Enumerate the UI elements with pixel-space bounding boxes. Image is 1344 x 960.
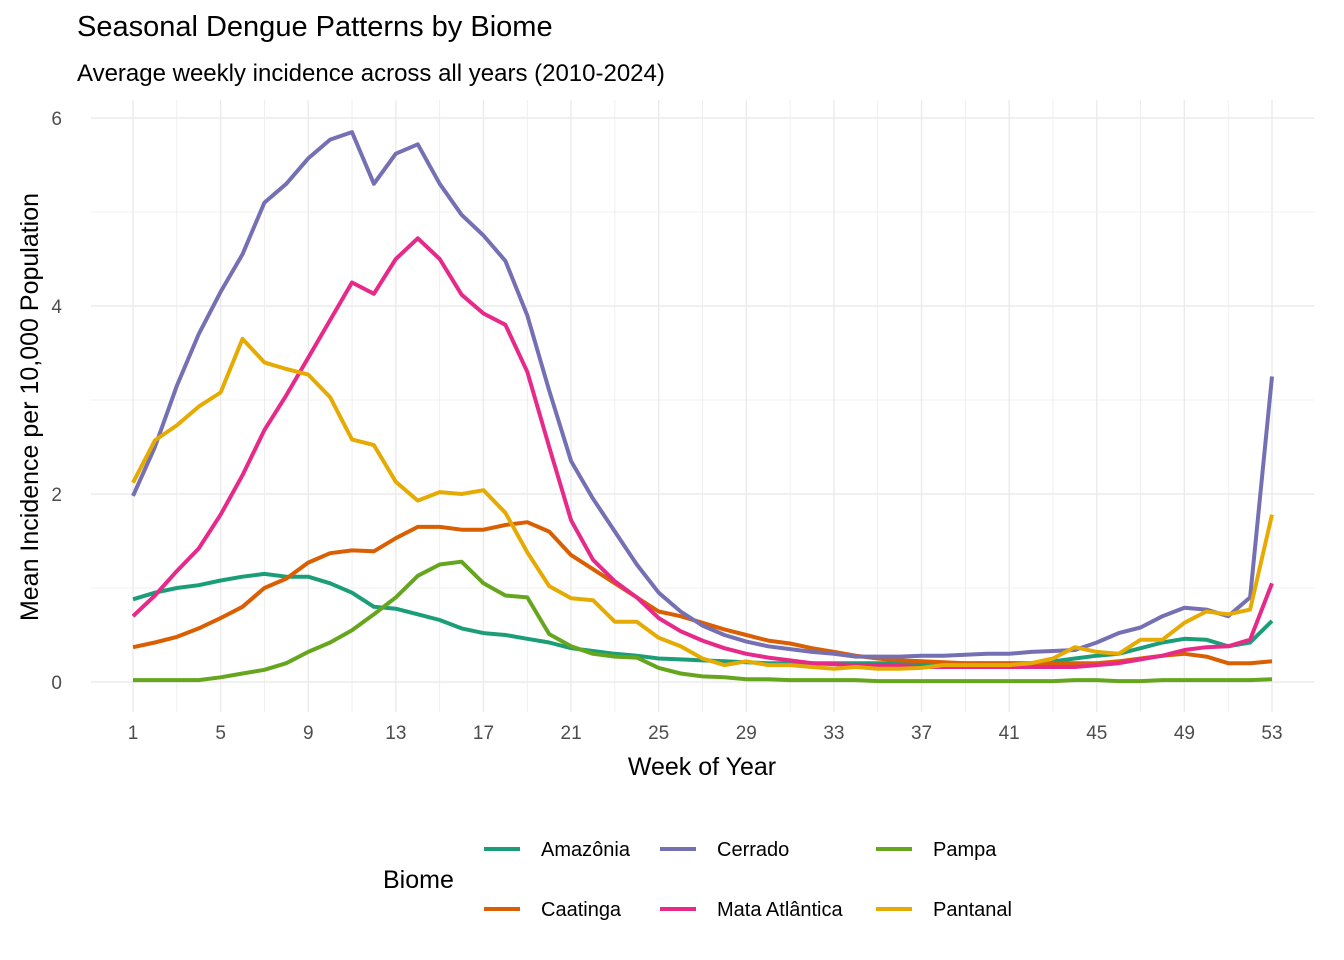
chart-title: Seasonal Dengue Patterns by Biome [77, 11, 553, 43]
grid [91, 100, 1314, 712]
legend-title: Biome [383, 866, 454, 894]
x-tick-label: 17 [473, 723, 494, 744]
y-tick-label: 0 [51, 673, 62, 694]
legend-item-mata-atlantica: Mata Atlântica [660, 899, 844, 921]
x-tick-label: 9 [303, 723, 314, 744]
legend-label: Pantanal [933, 899, 1012, 921]
legend-item-caatinga: Caatinga [484, 899, 622, 921]
series-line-pampa [133, 559, 1273, 684]
series-line-pantanal [131, 336, 1274, 671]
y-tick-label: 6 [51, 109, 62, 130]
series-lines [131, 130, 1274, 684]
legend-item-amazonia: Amazônia [484, 839, 631, 861]
x-tick-label: 41 [999, 723, 1020, 744]
x-tick-label: 1 [128, 723, 139, 744]
x-tick-label: 53 [1261, 723, 1282, 744]
x-tick-label: 5 [215, 723, 226, 744]
legend: Biome Amazônia Caatinga Cerrado Mata Atlânt… [383, 839, 1012, 921]
y-tick-label: 4 [51, 297, 62, 318]
legend-label: Mata Atlântica [717, 899, 844, 921]
legend-item-cerrado: Cerrado [660, 839, 789, 861]
legend-label: Pampa [933, 839, 997, 861]
y-tick-label: 2 [51, 485, 62, 506]
y-axis-title: Mean Incidence per 10,000 Population [16, 193, 44, 621]
x-tick-label: 33 [823, 723, 844, 744]
legend-label: Cerrado [717, 839, 789, 861]
chart-subtitle: Average weekly incidence across all year… [77, 60, 665, 87]
legend-item-pantanal: Pantanal [876, 899, 1012, 921]
x-tick-label: 49 [1174, 723, 1195, 744]
legend-item-pampa: Pampa [876, 839, 997, 861]
y-tick-labels: 0 2 4 6 [51, 109, 62, 694]
legend-label: Amazônia [541, 839, 631, 861]
series-line-caatinga [132, 520, 1273, 666]
x-tick-label: 45 [1086, 723, 1107, 744]
x-tick-label: 13 [385, 723, 406, 744]
x-tick-label: 21 [561, 723, 582, 744]
x-tick-labels: 1 5 9 13 17 21 25 29 33 37 41 45 49 53 [128, 723, 1283, 744]
series-line-mata-atlantica [131, 236, 1274, 669]
x-tick-label: 37 [911, 723, 932, 744]
x-axis-title: Week of Year [628, 753, 776, 781]
legend-label: Caatinga [541, 899, 622, 921]
x-tick-label: 29 [736, 723, 757, 744]
x-tick-label: 25 [648, 723, 669, 744]
